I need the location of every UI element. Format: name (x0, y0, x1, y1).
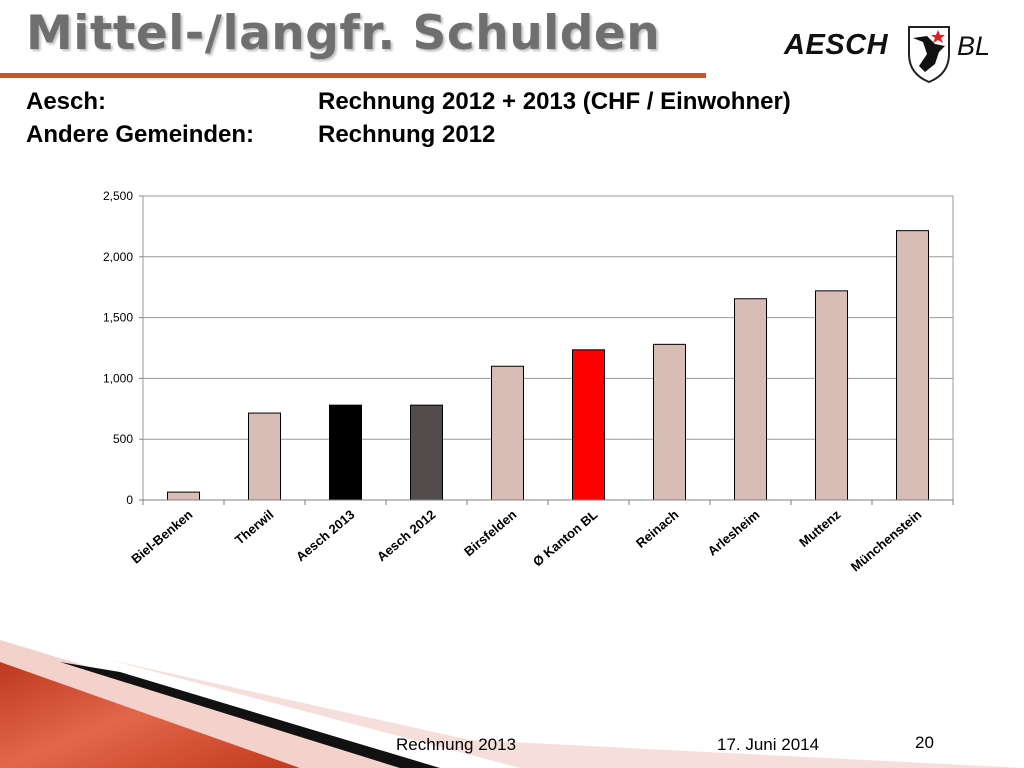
bar (896, 230, 929, 501)
aesch-logo: AESCH BL (784, 24, 994, 86)
x-tick-label: Biel-Benken (128, 507, 195, 567)
subtitle-label: Aesch: (26, 88, 107, 115)
y-tick-label: 1,000 (103, 371, 133, 385)
bar (410, 404, 443, 501)
x-tick-label: Arlesheim (705, 507, 763, 559)
page-number: 20 (915, 733, 934, 752)
title-divider (0, 73, 706, 78)
logo-text: AESCH (784, 29, 889, 61)
coat-of-arms-icon (908, 26, 950, 84)
logo-suffix: BL (957, 31, 991, 61)
x-tick-label: Ø Kanton BL (530, 507, 601, 570)
bar (167, 491, 200, 501)
x-tick-label: Birsfelden (461, 507, 519, 559)
x-tick-label: Reinach (633, 507, 681, 551)
subtitle-value: Rechnung 2012 (318, 121, 496, 148)
y-tick-label: 1,500 (103, 311, 133, 325)
y-tick-label: 500 (113, 432, 133, 446)
bar (491, 365, 524, 501)
y-tick-label: 2,000 (103, 250, 133, 264)
footer-date: 17. Juni 2014 (717, 735, 820, 754)
footer-text: Rechnung 2013 (396, 735, 517, 754)
x-tick-label: Aesch 2013 (293, 507, 357, 564)
slide-title: Mittel-/langfr. Schulden (26, 6, 661, 61)
bar (734, 298, 767, 501)
y-tick-label: 0 (126, 493, 133, 507)
x-tick-label: Münchenstein (848, 507, 925, 575)
x-tick-label: Aesch 2012 (374, 507, 438, 564)
bar (248, 412, 281, 501)
bar (329, 404, 362, 501)
bar (815, 290, 848, 501)
y-tick-label: 2,500 (103, 189, 133, 203)
subtitle-value: Rechnung 2012 + 2013 (CHF / Einwohner) (318, 88, 791, 115)
bar (572, 349, 605, 501)
x-tick-label: Therwil (232, 507, 277, 548)
subtitle-label: Andere Gemeinden: (26, 121, 255, 148)
bar (653, 343, 686, 501)
x-tick-label: Muttenz (796, 506, 844, 549)
